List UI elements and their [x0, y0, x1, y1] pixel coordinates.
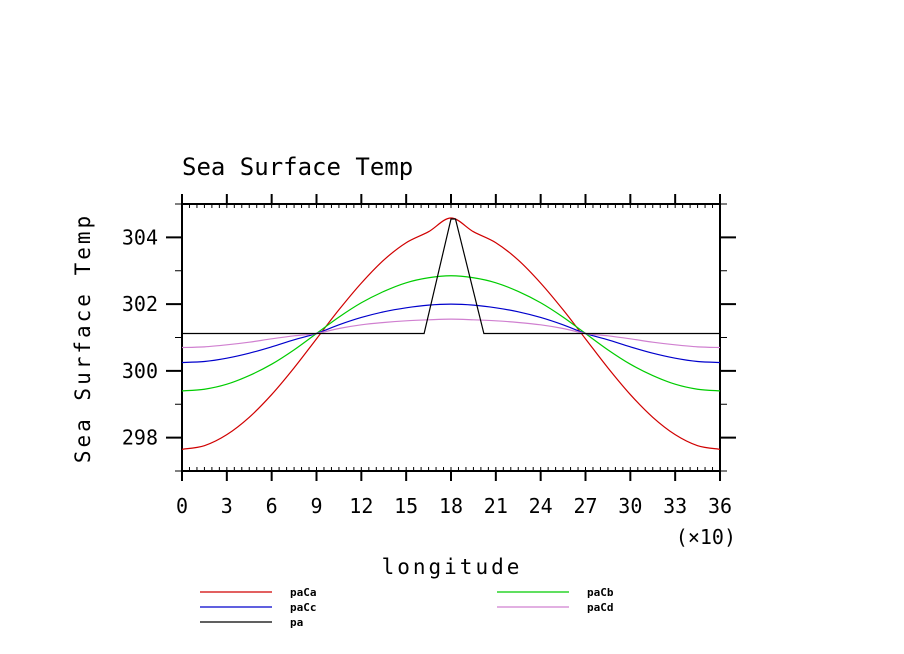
x-tick-label: 3 — [221, 494, 233, 518]
plot-frame — [181, 203, 721, 472]
chart-title: Sea Surface Temp — [182, 153, 413, 181]
y-tick-label: 304 — [122, 225, 158, 249]
x-tick-label: 27 — [573, 494, 597, 518]
series-line-paCc — [181, 303, 721, 364]
x-tick-label: 18 — [439, 494, 463, 518]
x-tick-label: 9 — [310, 494, 322, 518]
x-tick-label: 12 — [349, 494, 373, 518]
x-scale-note: (×10) — [676, 525, 736, 549]
x-tick-label: 21 — [484, 494, 508, 518]
series-line-paCd — [181, 318, 721, 349]
series-line-paCa — [181, 217, 721, 450]
legend-label-paCd: paCd — [587, 601, 614, 614]
x-tick-label: 15 — [394, 494, 418, 518]
y-tick-label: 298 — [122, 426, 158, 450]
x-tick-label: 24 — [529, 494, 553, 518]
legend-label-paCa: paCa — [290, 586, 317, 599]
legend-label-paCb: paCb — [587, 586, 614, 599]
legend-label-paCc: paCc — [290, 601, 317, 614]
y-axis-label: Sea Surface Temp — [71, 213, 95, 463]
legend: paCa paCc pa paCb paCd — [200, 586, 614, 629]
x-tick-label: 36 — [708, 494, 732, 518]
series-line-paCb — [181, 275, 721, 392]
legend-label-pa: pa — [290, 616, 303, 629]
y-tick-label: 300 — [122, 359, 158, 383]
x-tick-label: 30 — [618, 494, 642, 518]
series-line-pa — [182, 218, 720, 335]
x-tick-label: 6 — [266, 494, 278, 518]
x-tick-label: 0 — [176, 494, 188, 518]
x-axis-label: longitude — [382, 555, 523, 579]
x-tick-label: 33 — [663, 494, 687, 518]
y-tick-label: 302 — [122, 292, 158, 316]
